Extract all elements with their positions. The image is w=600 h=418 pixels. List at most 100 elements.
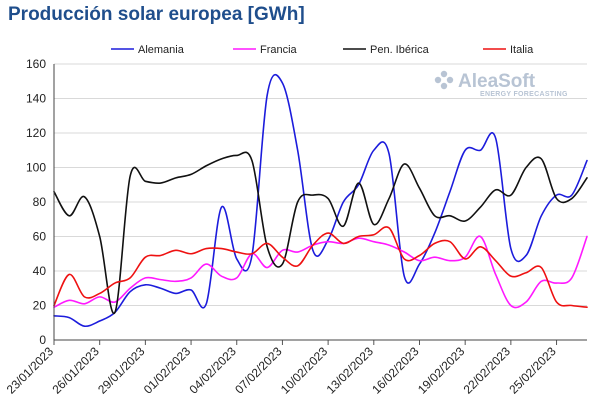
- watermark-logo: AleaSoft ENERGY FORECASTING: [434, 70, 568, 98]
- data-point-italia: [311, 243, 315, 247]
- data-point-francia: [493, 272, 497, 276]
- data-point-francia: [143, 276, 147, 280]
- data-point-francia: [539, 279, 543, 283]
- data-point-italia: [478, 245, 482, 249]
- data-point-francia: [174, 279, 178, 283]
- data-point-alemania: [67, 315, 71, 319]
- y-tick-label: 20: [33, 299, 47, 313]
- data-point-italia: [326, 231, 330, 235]
- data-point-pen-ib-rica: [356, 181, 360, 185]
- legend-item-francia: Francia: [233, 44, 298, 56]
- data-point-alemania: [174, 291, 178, 295]
- data-point-italia: [356, 234, 360, 238]
- y-tick-label: 0: [39, 333, 46, 347]
- x-tick-label: 23/01/2023: [4, 344, 57, 397]
- data-point-francia: [585, 234, 589, 238]
- data-point-francia: [204, 262, 208, 266]
- data-point-francia: [158, 277, 162, 281]
- x-tick-label: 25/02/2023: [506, 344, 559, 397]
- logo-tagline: ENERGY FORECASTING: [480, 91, 568, 98]
- legend-item-pen-ib-rica: Pen. Ibérica: [343, 44, 430, 56]
- legend-label: Pen. Ibérica: [370, 44, 430, 56]
- data-point-francia: [128, 286, 132, 290]
- data-point-italia: [372, 233, 376, 237]
- x-tick-label: 26/01/2023: [49, 344, 102, 397]
- data-point-pen-ib-rica: [97, 234, 101, 238]
- data-point-italia: [402, 257, 406, 261]
- data-point-francia: [570, 276, 574, 280]
- data-point-francia: [448, 258, 452, 262]
- data-point-italia: [97, 291, 101, 295]
- data-point-pen-ib-rica: [280, 262, 284, 266]
- data-point-italia: [463, 257, 467, 261]
- x-axis-ticks: 23/01/202326/01/202329/01/202301/02/2023…: [4, 340, 559, 397]
- data-point-italia: [204, 246, 208, 250]
- y-tick-label: 160: [26, 57, 46, 71]
- data-point-francia: [295, 250, 299, 254]
- data-point-pen-ib-rica: [570, 196, 574, 200]
- series-line-alemania: [53, 73, 588, 328]
- data-point-pen-ib-rica: [82, 195, 86, 199]
- data-point-italia: [280, 255, 284, 259]
- data-point-francia: [235, 276, 239, 280]
- data-point-alemania: [448, 189, 452, 193]
- data-point-francia: [524, 300, 528, 304]
- legend: Alemania Francia Pen. Ibérica Italia: [111, 44, 534, 56]
- data-point-italia: [524, 271, 528, 275]
- data-point-italia: [493, 258, 497, 262]
- data-point-italia: [387, 226, 391, 230]
- data-point-pen-ib-rica: [128, 174, 132, 178]
- data-point-francia: [417, 258, 421, 262]
- data-point-alemania: [82, 324, 86, 328]
- data-point-italia: [539, 265, 543, 269]
- data-point-pen-ib-rica: [493, 188, 497, 192]
- data-point-alemania: [143, 283, 147, 287]
- data-point-alemania: [97, 319, 101, 323]
- data-point-italia: [158, 253, 162, 257]
- legend-label: Francia: [260, 44, 298, 56]
- data-point-pen-ib-rica: [448, 214, 452, 218]
- data-point-alemania: [387, 152, 391, 156]
- data-point-francia: [554, 281, 558, 285]
- data-point-pen-ib-rica: [402, 162, 406, 166]
- logo-name: AleaSoft: [458, 71, 536, 92]
- data-point-alemania: [372, 148, 376, 152]
- data-point-francia: [265, 265, 269, 269]
- data-point-italia: [82, 295, 86, 299]
- data-point-pen-ib-rica: [509, 193, 513, 197]
- aleasoft-logo-icon: [434, 70, 454, 90]
- data-point-pen-ib-rica: [311, 193, 315, 197]
- data-point-alemania: [509, 246, 513, 250]
- data-point-italia: [509, 274, 513, 278]
- data-point-alemania: [265, 93, 269, 97]
- data-point-pen-ib-rica: [585, 176, 589, 180]
- data-point-italia: [189, 252, 193, 256]
- data-point-francia: [433, 255, 437, 259]
- data-point-italia: [341, 241, 345, 245]
- data-point-alemania: [524, 253, 528, 257]
- data-point-francia: [478, 234, 482, 238]
- y-tick-label: 60: [33, 230, 47, 244]
- data-point-pen-ib-rica: [326, 196, 330, 200]
- data-point-pen-ib-rica: [189, 172, 193, 176]
- series-line-pen-ib-rica: [53, 151, 588, 315]
- data-point-francia: [326, 239, 330, 243]
- data-point-alemania: [295, 148, 299, 152]
- data-point-pen-ib-rica: [524, 165, 528, 169]
- data-point-italia: [417, 253, 421, 257]
- data-point-pen-ib-rica: [341, 224, 345, 228]
- data-point-italia: [554, 300, 558, 304]
- data-point-italia: [67, 272, 71, 276]
- data-point-italia: [143, 255, 147, 259]
- x-tick-label: 01/02/2023: [141, 344, 194, 397]
- data-point-italia: [250, 252, 254, 256]
- x-tick-label: 22/02/2023: [461, 344, 514, 397]
- series-lines: [53, 73, 589, 328]
- data-point-italia: [113, 281, 117, 285]
- y-tick-label: 120: [26, 126, 46, 140]
- data-point-francia: [387, 243, 391, 247]
- data-point-pen-ib-rica: [478, 205, 482, 209]
- data-point-alemania: [311, 248, 315, 252]
- data-point-alemania: [158, 286, 162, 290]
